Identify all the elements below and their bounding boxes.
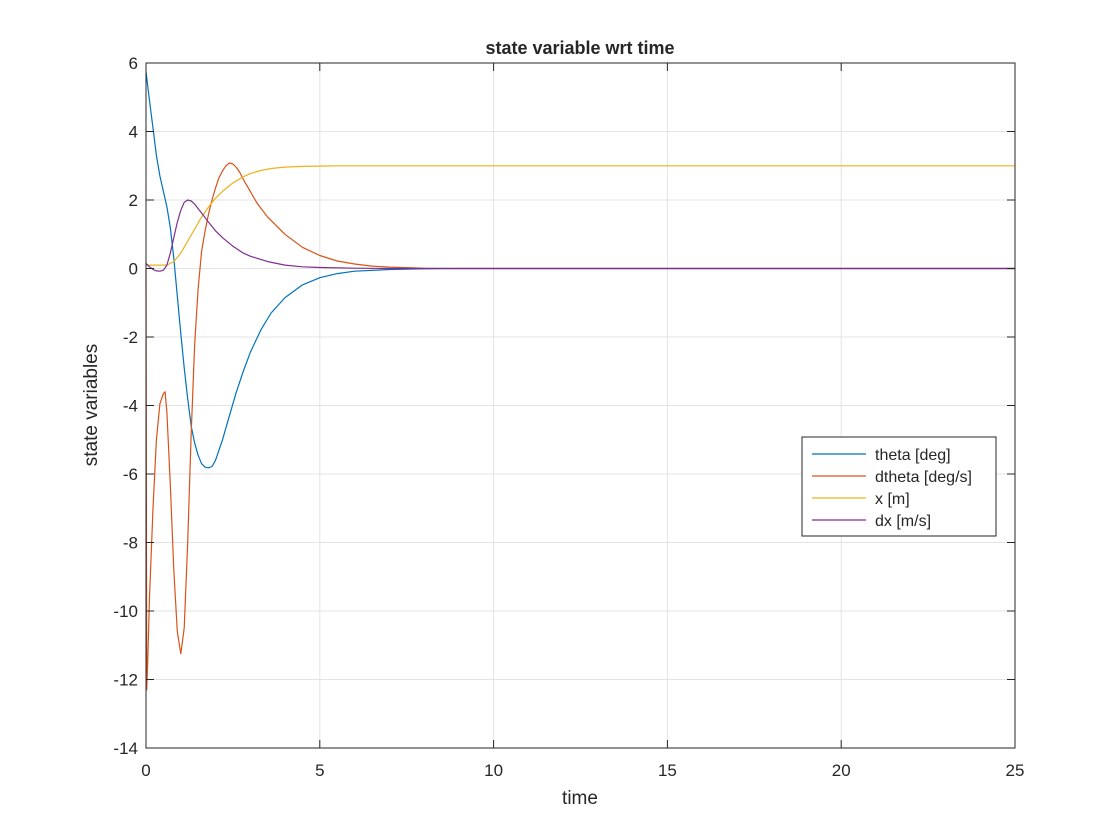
y-tick-label: -4 (123, 397, 138, 416)
series-layer (145, 71, 1015, 691)
axis-ticks: 0 5 10 15 20 25 -14 -12 -10 -8 -6 -4 -2 0 2 4 6 (113, 54, 1024, 780)
y-axis-label: state variables (81, 344, 102, 467)
y-tick-label: 4 (129, 123, 138, 142)
y-tick-label: 2 (129, 191, 138, 210)
chart-title: state variable wrt time (485, 38, 674, 58)
x-axis-label: time (562, 788, 598, 809)
legend-label: dx [m/s] (875, 513, 931, 530)
y-tick-label: 6 (129, 54, 138, 73)
x-tick-label: 0 (141, 761, 150, 780)
x-tick-label: 20 (832, 761, 851, 780)
series-line-1 (145, 71, 1015, 469)
x-tick-label: 15 (658, 761, 677, 780)
series-line-2 (145, 162, 1015, 691)
y-tick-label: -6 (123, 465, 138, 484)
y-tick-label: -14 (113, 739, 138, 758)
x-tick-label: 5 (315, 761, 324, 780)
y-tick-label: -10 (113, 602, 138, 621)
x-tick-label: 25 (1006, 761, 1025, 780)
legend-label: theta [deg] (875, 447, 951, 464)
y-tick-label: -12 (113, 671, 138, 690)
x-tick-label: 10 (484, 761, 503, 780)
y-tick-label: 0 (129, 260, 138, 279)
y-tick-label: -8 (123, 534, 138, 553)
y-tick-label: -2 (123, 328, 138, 347)
legend-label: dtheta [deg/s] (875, 469, 972, 486)
legend: theta [deg] dtheta [deg/s] x [m] dx [m/s] (801, 436, 997, 537)
legend-label: x [m] (875, 491, 910, 508)
series-line-3 (146, 165, 1015, 266)
series-line-4 (145, 199, 1015, 272)
